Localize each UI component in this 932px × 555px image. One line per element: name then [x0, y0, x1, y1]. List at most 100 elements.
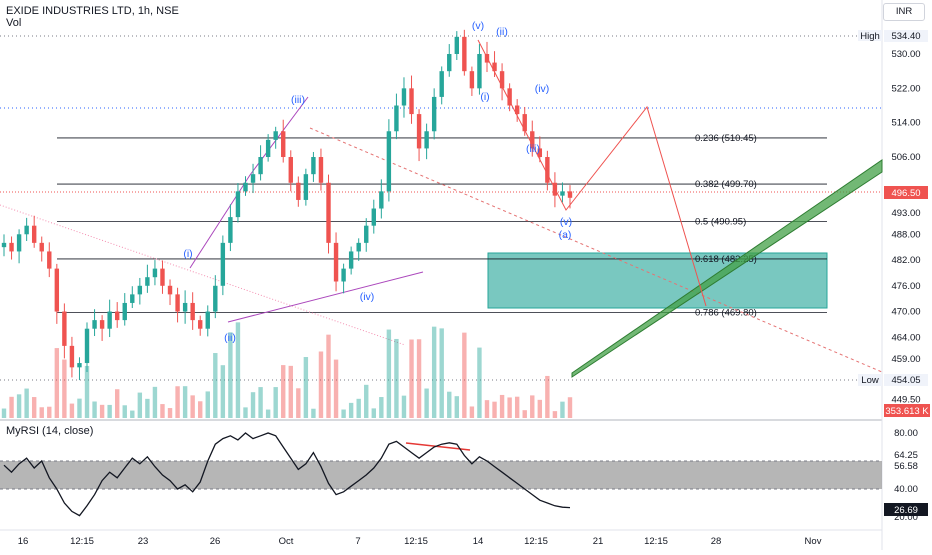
- volume-bar: [303, 357, 309, 418]
- volume-bar: [431, 326, 437, 418]
- volume-bar: [401, 395, 407, 418]
- currency-button[interactable]: INR: [883, 3, 925, 21]
- volume-bar: [190, 395, 195, 418]
- candle-body: [167, 285, 173, 295]
- volume-bar: [265, 409, 271, 418]
- candle-body: [39, 242, 44, 252]
- volume-bar: [182, 386, 188, 418]
- volume-bar: [507, 397, 512, 418]
- candle-body: [190, 302, 195, 321]
- volume-bar: [281, 365, 286, 418]
- candle-body: [424, 131, 429, 149]
- time-tick-label: 28: [711, 536, 722, 547]
- price-axis[interactable]: 530.00522.00514.00506.00498.00493.00488.…: [891, 49, 920, 406]
- volume-bar: [409, 339, 414, 418]
- volume-bar: [379, 397, 384, 418]
- candle-body: [24, 225, 29, 235]
- candle-body: [122, 302, 127, 321]
- candle-body: [507, 88, 512, 106]
- volume-bar: [167, 408, 173, 418]
- candle-body: [416, 114, 422, 149]
- volume-bar: [364, 384, 369, 418]
- volume-bar: [99, 404, 105, 418]
- volume-bar: [552, 411, 558, 418]
- descending-trend-line[interactable]: [309, 127, 883, 373]
- volume-bar: [228, 332, 233, 418]
- candle-body: [220, 242, 226, 286]
- green-channel[interactable]: [571, 159, 883, 378]
- volume-bar: [371, 408, 376, 418]
- rsi-tick-label: 64.25: [894, 450, 918, 461]
- volume-bar: [288, 365, 293, 418]
- candle-body: [107, 311, 112, 329]
- chart-title: EXIDE INDUSTRIES LTD, 1h, NSE: [6, 5, 179, 17]
- time-tick-label: Oct: [279, 536, 294, 547]
- wave-label: (ii): [224, 332, 236, 344]
- projection-path[interactable]: [477, 39, 707, 307]
- volume-bar: [205, 391, 210, 418]
- rsi-value: 26.69: [894, 505, 918, 516]
- candle-body: [198, 320, 203, 329]
- price-tick-label: 530.00: [891, 49, 920, 60]
- candle-body: [228, 217, 233, 243]
- volume-bar: [447, 391, 452, 418]
- candle-body: [371, 208, 376, 226]
- volume-bar: [477, 347, 482, 418]
- candle-body: [401, 88, 407, 106]
- volume-bar: [273, 387, 278, 418]
- candle-body: [469, 71, 475, 89]
- candle-body: [530, 131, 535, 149]
- time-axis[interactable]: 16 12:15 23 26 Oct 7 12:15 14 12:15 21 12:15 28 Nov: [18, 536, 822, 547]
- wave-label: (i): [183, 248, 192, 260]
- fib-level-label: 0.786 (469.80): [695, 307, 757, 318]
- time-tick-label: 7: [355, 536, 360, 547]
- candle-body: [92, 320, 97, 329]
- candle-body: [318, 157, 324, 183]
- rsi-tick-label: 20.00: [894, 512, 918, 523]
- price-tick-label: 482.00: [891, 255, 920, 266]
- volume-bar: [175, 386, 180, 418]
- volume-bar: [348, 402, 354, 418]
- volume-bar: [69, 403, 75, 418]
- rsi-badge: [884, 503, 928, 516]
- volume-bar: [296, 388, 301, 418]
- volume-bar: [326, 334, 331, 418]
- candle-body: [431, 96, 437, 132]
- candle-body: [499, 71, 505, 89]
- rsi-band: [0, 461, 882, 489]
- time-tick-label: 12:15: [404, 536, 428, 547]
- volume-bar: [77, 398, 82, 418]
- target-zone[interactable]: [487, 252, 828, 309]
- base-channel-line[interactable]: [227, 271, 424, 323]
- fibonacci-levels[interactable]: 0.236 (510.45) 0.382 (499.70) 0.5 (490.95)…: [57, 133, 827, 318]
- candle-body: [326, 182, 331, 243]
- fib-level-label: 0.618 (482.25): [695, 254, 757, 265]
- candle-body: [152, 268, 158, 278]
- candle-body: [356, 242, 361, 252]
- price-tick-label: 514.00: [891, 118, 920, 129]
- volume-bar: [84, 365, 90, 418]
- volume-bar: [107, 404, 112, 418]
- candle-body: [235, 191, 241, 218]
- candle-body: [364, 225, 369, 243]
- volume-bar: [484, 400, 490, 418]
- last-price-value: 496.50: [891, 188, 920, 199]
- volume-bar: [439, 328, 444, 418]
- rsi-line: [3, 432, 571, 517]
- candle-body: [62, 311, 67, 346]
- rsi-tick-label: 80.00: [894, 428, 918, 439]
- impulse-channel-line[interactable]: [189, 96, 309, 269]
- price-tick-label: 470.00: [891, 307, 920, 318]
- volume-bar: [469, 406, 475, 418]
- candle-body: [137, 285, 143, 295]
- long-trend-line[interactable]: [0, 204, 406, 346]
- volume-bar: [16, 394, 22, 418]
- price-tick-label: 493.00: [891, 208, 920, 219]
- wave-label: (iv): [535, 83, 550, 95]
- time-tick-label: Nov: [805, 536, 822, 547]
- volume-bar: [235, 322, 241, 418]
- time-tick-label: 21: [593, 536, 604, 547]
- volume-bar: [198, 401, 203, 418]
